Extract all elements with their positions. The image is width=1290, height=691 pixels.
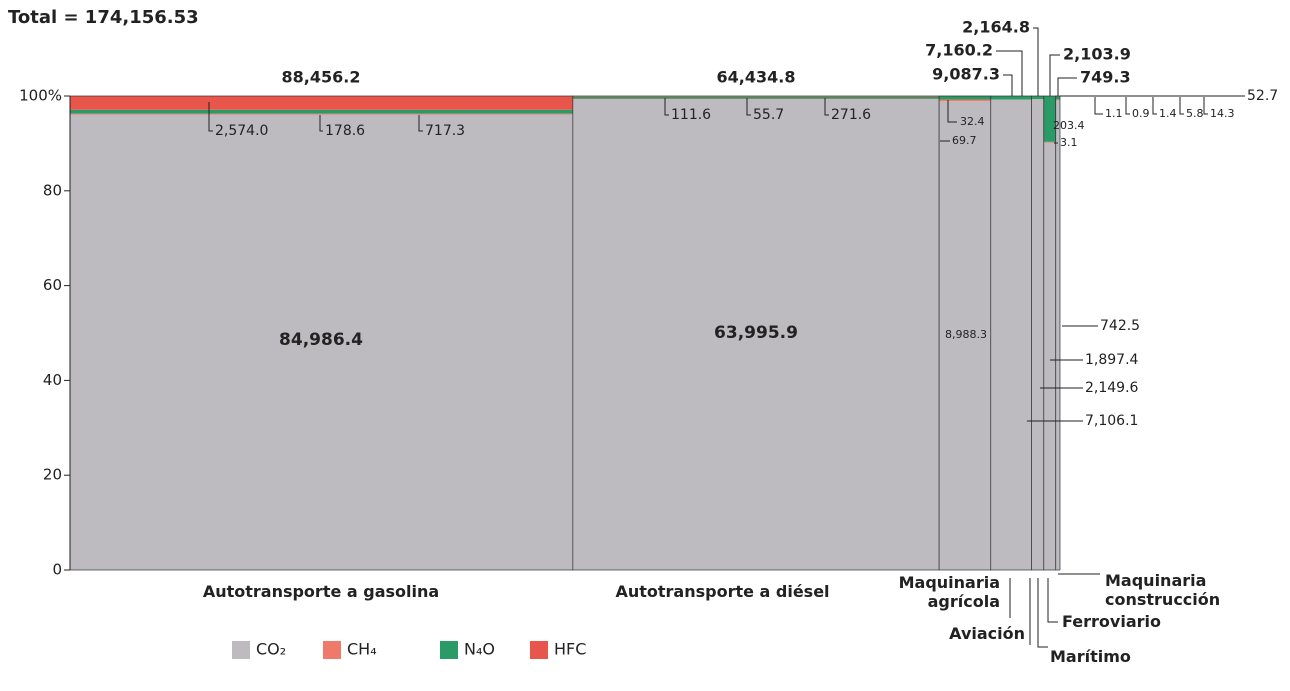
leader-line — [664, 98, 669, 116]
segment — [572, 96, 940, 97]
value-label: 0.9 — [1132, 107, 1150, 120]
category-label: Maquinaria agrícola — [898, 573, 1000, 611]
value-label: 111.6 — [671, 107, 711, 123]
y-tick-label: 20 — [43, 466, 62, 484]
value-label: 32.4 — [960, 115, 985, 128]
leader-line — [319, 115, 323, 132]
leader-line — [1047, 578, 1058, 623]
leader-line — [1203, 97, 1208, 115]
leader-line — [824, 98, 829, 116]
segment — [939, 101, 991, 570]
value-label: 8,988.3 — [945, 328, 987, 341]
segment — [1055, 95, 1060, 100]
y-tick-label: 40 — [43, 371, 62, 389]
category-label: Aviación — [949, 624, 1025, 643]
legend-swatch — [440, 641, 458, 659]
value-label: 5.8 — [1186, 107, 1204, 120]
segment — [1055, 100, 1060, 571]
y-tick-label: 80 — [43, 181, 62, 199]
y-tick-label: 60 — [43, 276, 62, 294]
chart-title: Total = 174,156.53 — [8, 7, 199, 28]
legend-swatch — [232, 641, 250, 659]
legend-swatch — [530, 641, 548, 659]
category-label: Autotransporte a gasolina — [202, 582, 440, 601]
segment — [1043, 96, 1056, 142]
category-label: Maquinaria construcción — [1105, 571, 1221, 609]
value-label: 7,106.1 — [1085, 413, 1138, 429]
value-label: 69.7 — [952, 134, 977, 147]
segment — [990, 99, 1032, 570]
segment — [990, 96, 1032, 100]
value-label: 1.1 — [1105, 107, 1123, 120]
segment — [939, 95, 991, 100]
value-label: 2,149.6 — [1085, 380, 1139, 396]
column-total: 9,087.3 — [932, 65, 1000, 84]
segment — [1031, 99, 1044, 571]
value-label: 14.3 — [1210, 107, 1235, 120]
leader-line — [996, 50, 1023, 96]
segment — [70, 113, 573, 115]
value-label: 203.4 — [1053, 119, 1085, 132]
category-label: Marítimo — [1050, 647, 1131, 666]
segment — [1043, 141, 1056, 143]
legend-swatch — [323, 641, 341, 659]
column-total: 88,456.2 — [282, 68, 361, 87]
leader-line — [1125, 97, 1130, 115]
y-tick-label: 0 — [52, 561, 62, 579]
segment — [1043, 142, 1056, 570]
legend-label: N₄O — [464, 640, 495, 659]
y-tick-label: 100% — [19, 87, 62, 105]
value-label: 742.5 — [1100, 318, 1140, 334]
segment — [70, 114, 573, 571]
value-label: 2,574.0 — [215, 123, 268, 139]
segment — [70, 95, 573, 110]
legend-label: CO₂ — [256, 640, 286, 659]
value-label: 178.6 — [325, 123, 365, 139]
value-label: 52.7 — [1247, 88, 1278, 104]
leader-line — [1033, 27, 1039, 96]
segment — [939, 99, 991, 102]
legend-label: CH₄ — [347, 640, 377, 659]
segment — [572, 96, 940, 99]
value-label: 1,897.4 — [1085, 352, 1139, 368]
segment — [1031, 96, 1044, 100]
value-label: 84,986.4 — [279, 330, 363, 350]
segment — [70, 109, 573, 114]
leader-line — [1152, 97, 1157, 115]
leader-line — [1057, 77, 1077, 96]
value-label: 717.3 — [425, 123, 465, 139]
column-total: 749.3 — [1080, 68, 1131, 87]
leader-line — [1094, 97, 1103, 115]
segment — [572, 99, 940, 570]
leader-line — [208, 102, 213, 132]
category-label: Ferroviario — [1062, 612, 1161, 631]
value-label: 3.1 — [1060, 136, 1078, 149]
column-total: 2,103.9 — [1063, 45, 1131, 64]
value-label: 63,995.9 — [714, 323, 798, 343]
column-total: 2,164.8 — [962, 18, 1030, 37]
leader-line — [1179, 97, 1184, 115]
leader-line — [418, 115, 423, 132]
value-label: 271.6 — [831, 107, 871, 123]
legend-label: HFC — [554, 640, 586, 659]
leader-line — [1049, 54, 1060, 96]
column-total: 64,434.8 — [717, 68, 796, 87]
column-total: 7,160.2 — [925, 41, 993, 60]
leader-line — [947, 100, 957, 123]
segment — [1055, 99, 1060, 101]
leader-line — [1003, 74, 1013, 96]
value-label: 55.7 — [753, 107, 784, 123]
leader-line — [746, 98, 751, 116]
value-label: 1.4 — [1159, 107, 1177, 120]
leader-line — [1037, 578, 1048, 648]
category-label: Autotransporte a diésel — [615, 582, 830, 601]
